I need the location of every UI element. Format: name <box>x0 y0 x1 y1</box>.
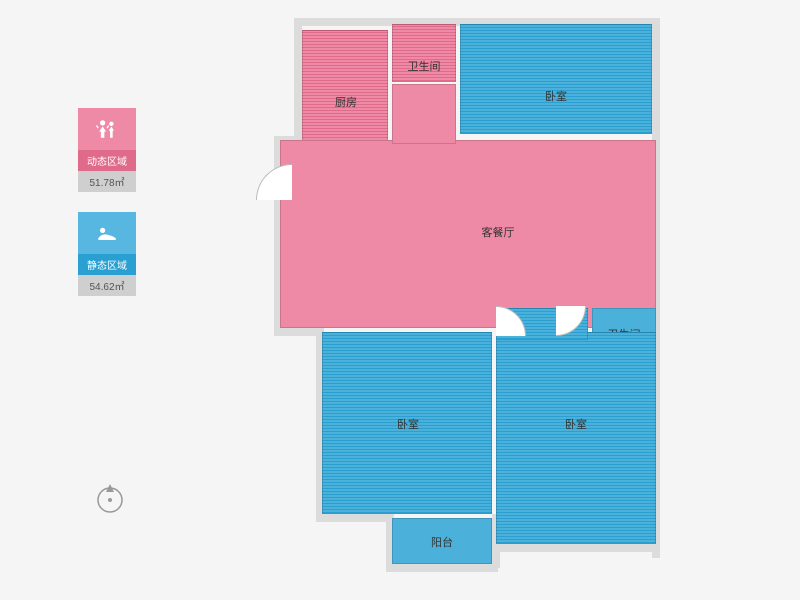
wall-bottom-step1 <box>274 328 322 336</box>
legend-static: 静态区域 54.62㎡ <box>78 212 136 296</box>
room-label-bath1: 卫生间 <box>408 58 441 74</box>
person-icon <box>78 108 136 150</box>
sleep-icon <box>93 221 121 245</box>
legend-static-label: 静态区域 <box>78 254 136 275</box>
people-icon <box>93 117 121 141</box>
door-arc-0 <box>256 164 292 200</box>
wall-bottom-right <box>492 544 660 552</box>
room-label-bed1: 卧室 <box>545 88 567 104</box>
legend-static-value: 54.62㎡ <box>78 275 136 296</box>
legend-dynamic: 动态区域 51.78㎡ <box>78 108 136 192</box>
compass-icon <box>92 480 128 521</box>
room-living <box>280 140 656 328</box>
wall-bottom-bed2 <box>316 514 392 522</box>
floorplan: 厨房卫生间卧室客餐厅卫生间卧室卧室阳台 <box>280 24 720 580</box>
room-bed3 <box>496 332 656 544</box>
rest-icon <box>78 212 136 254</box>
room-kitchen <box>302 30 388 154</box>
room-label-bed2: 卧室 <box>397 416 419 432</box>
room-label-kitchen: 厨房 <box>335 94 357 110</box>
wall-balcony-bottom <box>386 564 498 572</box>
legend-dynamic-value: 51.78㎡ <box>78 171 136 192</box>
legend-panel: 动态区域 51.78㎡ 静态区域 54.62㎡ <box>78 108 136 316</box>
legend-dynamic-label: 动态区域 <box>78 150 136 171</box>
room-living-ex <box>392 84 456 144</box>
room-label-living: 客餐厅 <box>482 224 515 240</box>
room-label-bed3: 卧室 <box>565 416 587 432</box>
room-label-balcony: 阳台 <box>431 534 453 550</box>
room-bed1 <box>460 24 652 134</box>
